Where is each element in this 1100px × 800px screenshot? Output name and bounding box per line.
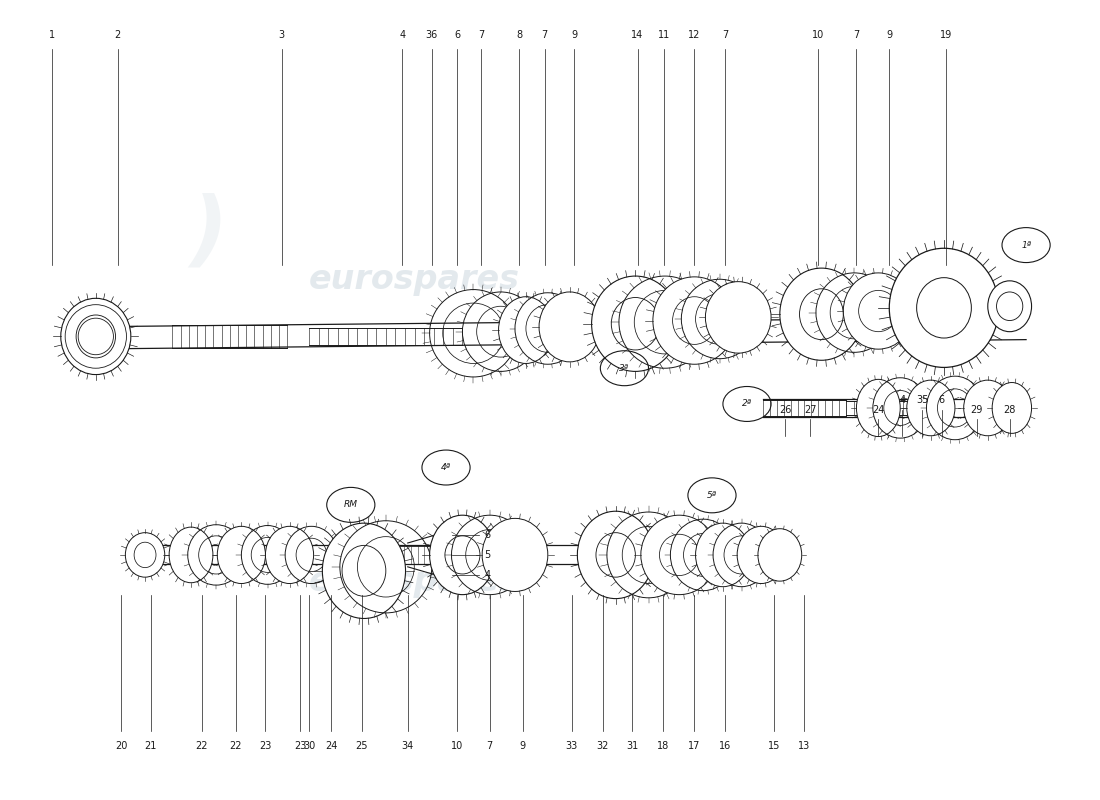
Text: 7: 7: [854, 30, 859, 39]
Text: RM: RM: [344, 500, 358, 510]
Ellipse shape: [125, 533, 165, 577]
Text: 18: 18: [657, 741, 669, 750]
Text: 5ª: 5ª: [707, 491, 717, 500]
Text: 33: 33: [565, 741, 578, 750]
Ellipse shape: [737, 526, 785, 583]
Text: 28: 28: [1003, 405, 1016, 414]
Text: 1: 1: [50, 30, 55, 39]
Ellipse shape: [780, 268, 864, 360]
Text: 30: 30: [304, 741, 316, 750]
Text: 12: 12: [689, 30, 701, 39]
Text: 9: 9: [571, 30, 578, 39]
Text: ): ): [189, 193, 227, 274]
Text: 24: 24: [872, 405, 884, 414]
Text: 24: 24: [324, 741, 338, 750]
Text: 1ª: 1ª: [1021, 241, 1031, 250]
Text: eurospares: eurospares: [309, 565, 520, 598]
Ellipse shape: [430, 515, 495, 594]
Text: 3: 3: [278, 30, 285, 39]
Text: 7: 7: [722, 30, 728, 39]
Text: 31: 31: [626, 741, 638, 750]
Text: 23: 23: [260, 741, 272, 750]
Text: 2ª: 2ª: [742, 399, 752, 409]
Ellipse shape: [653, 277, 736, 364]
Ellipse shape: [906, 380, 955, 436]
Ellipse shape: [592, 276, 679, 371]
Ellipse shape: [992, 382, 1032, 434]
Text: 9: 9: [519, 741, 526, 750]
Text: 20: 20: [114, 741, 128, 750]
Text: 25: 25: [355, 741, 368, 750]
Ellipse shape: [482, 518, 548, 591]
Text: 4ª: 4ª: [441, 463, 451, 472]
Text: 23: 23: [295, 741, 307, 750]
Text: 22: 22: [230, 741, 242, 750]
Ellipse shape: [964, 380, 1012, 436]
Text: 34: 34: [402, 741, 414, 750]
Text: 8: 8: [516, 30, 522, 39]
Text: 26: 26: [779, 405, 792, 414]
Text: 6: 6: [454, 30, 460, 39]
Text: 10: 10: [812, 30, 824, 39]
Text: 4: 4: [484, 570, 491, 580]
Ellipse shape: [60, 298, 131, 374]
Text: 6: 6: [938, 395, 945, 405]
Ellipse shape: [539, 292, 601, 362]
Text: 11: 11: [658, 30, 670, 39]
Text: 21: 21: [144, 741, 156, 750]
Text: 7: 7: [541, 30, 548, 39]
Text: 6: 6: [484, 530, 491, 540]
Text: 13: 13: [798, 741, 810, 750]
Text: 5: 5: [484, 550, 491, 560]
Ellipse shape: [705, 282, 771, 353]
Text: 29: 29: [970, 405, 983, 414]
Text: eurospares: eurospares: [309, 262, 520, 296]
Text: 10: 10: [451, 741, 463, 750]
Text: 16: 16: [719, 741, 732, 750]
Text: 17: 17: [689, 741, 701, 750]
Ellipse shape: [498, 297, 553, 363]
Text: 9: 9: [887, 30, 892, 39]
Text: 4: 4: [900, 395, 905, 405]
Text: 27: 27: [804, 405, 816, 414]
Ellipse shape: [218, 526, 265, 583]
Text: 36: 36: [426, 30, 438, 39]
Ellipse shape: [889, 248, 999, 367]
Ellipse shape: [857, 379, 900, 437]
Ellipse shape: [322, 523, 406, 618]
Ellipse shape: [169, 527, 213, 582]
Text: 7: 7: [477, 30, 484, 39]
Ellipse shape: [844, 273, 913, 349]
Ellipse shape: [578, 511, 654, 598]
Text: 15: 15: [768, 741, 781, 750]
Text: 35: 35: [916, 395, 928, 405]
Text: 14: 14: [631, 30, 644, 39]
Ellipse shape: [758, 529, 802, 581]
Ellipse shape: [695, 523, 750, 586]
Ellipse shape: [988, 281, 1032, 332]
Text: 7: 7: [486, 741, 493, 750]
Ellipse shape: [265, 526, 313, 583]
Text: 2: 2: [114, 30, 121, 39]
Text: 22: 22: [196, 741, 208, 750]
Text: 19: 19: [940, 30, 953, 39]
Text: 4: 4: [399, 30, 405, 39]
Text: 32: 32: [596, 741, 608, 750]
Text: 3ª: 3ª: [619, 364, 629, 373]
Ellipse shape: [641, 515, 717, 594]
